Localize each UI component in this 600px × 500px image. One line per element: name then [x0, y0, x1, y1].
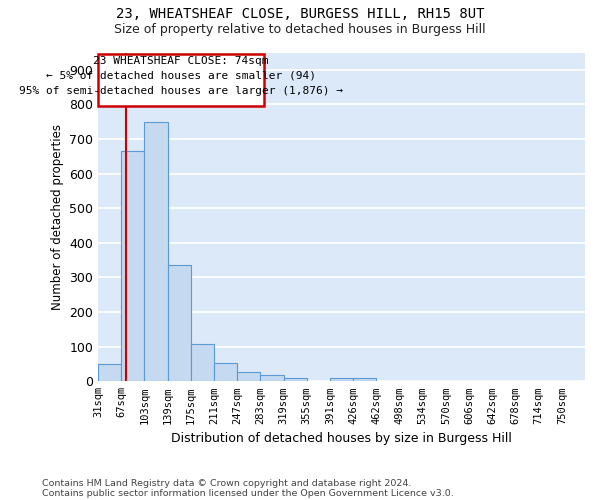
Bar — [98, 364, 121, 382]
Bar — [214, 364, 237, 382]
Text: Size of property relative to detached houses in Burgess Hill: Size of property relative to detached ho… — [114, 22, 486, 36]
Y-axis label: Number of detached properties: Number of detached properties — [50, 124, 64, 310]
Bar — [191, 344, 214, 382]
Text: Contains public sector information licensed under the Open Government Licence v3: Contains public sector information licen… — [42, 488, 454, 498]
Bar — [260, 376, 284, 382]
Text: Contains HM Land Registry data © Crown copyright and database right 2024.: Contains HM Land Registry data © Crown c… — [42, 478, 412, 488]
FancyBboxPatch shape — [98, 54, 263, 106]
Bar — [353, 378, 376, 382]
Bar — [145, 122, 167, 382]
Bar — [330, 378, 353, 382]
Bar — [167, 266, 191, 382]
Text: ← 5% of detached houses are smaller (94): ← 5% of detached houses are smaller (94) — [46, 71, 316, 81]
X-axis label: Distribution of detached houses by size in Burgess Hill: Distribution of detached houses by size … — [171, 432, 512, 445]
Text: 23, WHEATSHEAF CLOSE, BURGESS HILL, RH15 8UT: 23, WHEATSHEAF CLOSE, BURGESS HILL, RH15… — [116, 8, 484, 22]
Bar — [121, 151, 145, 382]
Text: 95% of semi-detached houses are larger (1,876) →: 95% of semi-detached houses are larger (… — [19, 86, 343, 96]
Bar — [237, 372, 260, 382]
Text: 23 WHEATSHEAF CLOSE: 74sqm: 23 WHEATSHEAF CLOSE: 74sqm — [93, 56, 268, 66]
Bar — [284, 378, 307, 382]
